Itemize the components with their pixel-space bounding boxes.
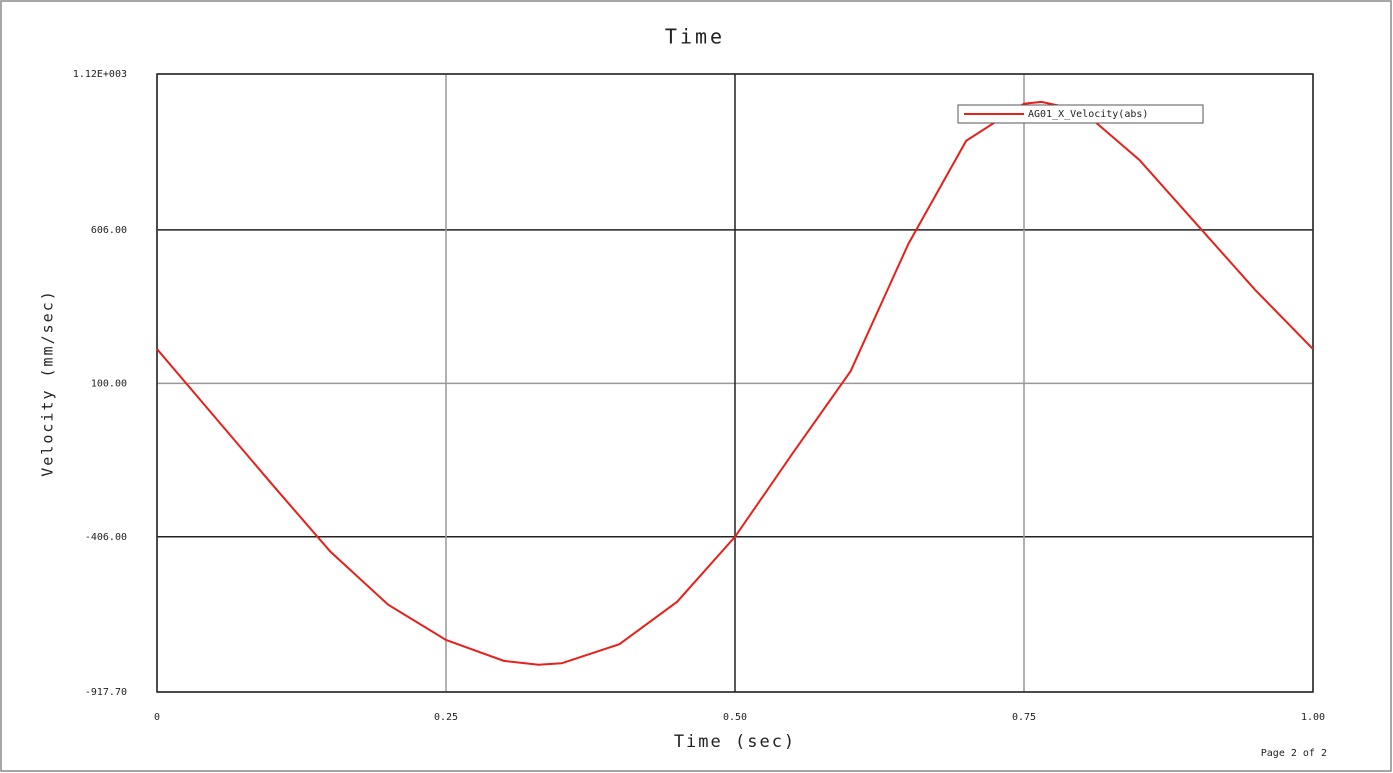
plot-frame — [156, 73, 1314, 693]
legend-label: AG01_X_Velocity(abs) — [1028, 109, 1148, 120]
chart-title: Time — [665, 25, 725, 49]
x-tick-label: 0.50 — [723, 712, 747, 723]
series-line — [156, 100, 1314, 666]
x-axis-label: Time (sec) — [674, 732, 796, 752]
y-tick-label: -406.00 — [85, 532, 127, 543]
x-tick-label: 0.75 — [1012, 712, 1036, 723]
footer: Page 2 of 2 — [1261, 748, 1327, 759]
x-tick-label: 0 — [154, 712, 160, 723]
y-tick-label: 606.00 — [91, 225, 127, 236]
y-tick-label: 100.00 — [91, 378, 127, 389]
legend-box — [957, 104, 1204, 124]
y-axis-label: Velocity (mm/sec) — [39, 289, 57, 477]
x-tick-label: 1.00 — [1301, 712, 1325, 723]
y-tick-label: 1.12E+003 — [73, 69, 127, 80]
y-tick-label: -917.70 — [85, 687, 127, 698]
x-tick-label: 0.25 — [434, 712, 458, 723]
